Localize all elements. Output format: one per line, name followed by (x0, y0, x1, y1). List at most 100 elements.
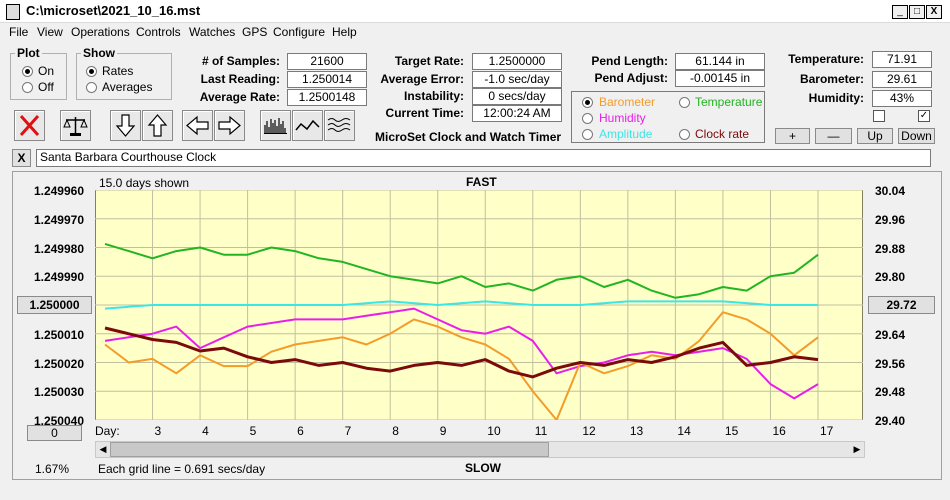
pend-length-label: Pend Length: (591, 54, 668, 68)
fast-label: FAST (466, 175, 497, 189)
right-arrow-button[interactable] (214, 110, 245, 141)
menu-gps[interactable]: GPS (242, 25, 268, 39)
app-caption: MicroSet Clock and Watch Timer (375, 130, 562, 144)
day-tick-label: 6 (297, 424, 304, 438)
app-icon[interactable] (6, 4, 20, 20)
series-line-temperature (104, 242, 819, 299)
up-button[interactable]: Up (857, 128, 893, 144)
right-tick-label: 29.80 (875, 270, 906, 285)
pend-adjust-field: -0.00145 in (675, 70, 765, 87)
scroll-right-icon[interactable]: ▶ (853, 444, 861, 454)
day-tick-label: 3 (154, 424, 162, 438)
day-tick-label: 9 (439, 424, 447, 438)
percent-label: 1.67% (35, 462, 70, 476)
barometer-label: Barometer: (799, 72, 864, 86)
histogram-button[interactable] (260, 110, 291, 141)
menu-watches[interactable]: Watches (189, 25, 236, 39)
temperature-radio[interactable] (679, 97, 690, 108)
day-label: Day: (95, 424, 120, 438)
up-arrow-button[interactable] (142, 110, 173, 141)
plot-off-radio[interactable] (22, 82, 33, 93)
right-value-button[interactable]: 29.72 (868, 296, 935, 314)
left-tick-label: 1.250040 (33, 414, 84, 428)
samples-label: # of Samples: (201, 54, 280, 68)
grid-note-label: Each grid line = 0.691 secs/day (98, 462, 266, 476)
down-arrow-button[interactable] (110, 110, 141, 141)
plot-on-radio[interactable] (22, 66, 33, 77)
right-tick-label: 29.88 (875, 241, 906, 256)
amplitude-option-label: Amplitude (599, 127, 653, 141)
wave-button[interactable] (292, 110, 323, 141)
show-averages-label: Averages (102, 80, 153, 94)
barometer-radio[interactable] (582, 97, 593, 108)
left-checkbox[interactable] (873, 110, 885, 122)
temperature-option-label: Temperature (695, 95, 763, 109)
show-rates-radio[interactable] (86, 66, 97, 77)
humidity-option-label: Humidity (599, 111, 646, 125)
minimize-button[interactable]: _ (892, 5, 908, 19)
menu-view[interactable]: View (37, 25, 63, 39)
pend-length-field: 61.144 in (675, 53, 765, 70)
menu-file[interactable]: File (9, 25, 29, 39)
down-button[interactable]: Down (898, 128, 935, 144)
plot-off-label: Off (38, 80, 54, 94)
right-checkbox[interactable]: ✓ (918, 110, 930, 122)
show-averages-radio[interactable] (86, 82, 97, 93)
histogram-icon (264, 118, 287, 134)
maximize-button[interactable]: □ (909, 5, 925, 19)
day-tick-label: 14 (677, 424, 691, 438)
close-button[interactable]: X (926, 5, 942, 19)
menu-operations[interactable]: Operations (71, 25, 130, 39)
menu-controls[interactable]: Controls (136, 25, 181, 39)
zero-button[interactable]: 0 (27, 425, 82, 441)
right-tick-label: 29.48 (875, 385, 906, 400)
scroll-left-icon[interactable]: ◀ (99, 444, 107, 454)
arrow-right-icon (218, 115, 241, 136)
left-tick-label: 1.249970 (33, 212, 84, 227)
left-tick-label: 1.249980 (33, 241, 84, 256)
clockrate-radio[interactable] (679, 129, 690, 140)
day-tick-label: 5 (249, 424, 257, 438)
plot-group-title: Plot (17, 46, 40, 60)
menu-help[interactable]: Help (332, 25, 357, 39)
right-tick-label: 29.40 (875, 414, 906, 428)
amplitude-radio[interactable] (582, 129, 593, 140)
left-tick-label: 1.250010 (33, 327, 84, 342)
instability-label: Instability: (403, 89, 464, 103)
humidity-radio[interactable] (582, 113, 593, 124)
humidity-field: 43% (872, 90, 932, 107)
balance-button[interactable] (60, 110, 91, 141)
clear-button[interactable] (14, 110, 45, 141)
plus-button[interactable]: + (775, 128, 810, 144)
current-time-label: Current Time: (385, 106, 464, 120)
day-tick-label: 11 (534, 424, 548, 438)
average-error-field: -1.0 sec/day (472, 71, 562, 88)
temperature-label: Temperature: (788, 52, 864, 66)
left-tick-label: 1.249990 (33, 270, 84, 285)
left-tick-label: 1.250020 (33, 356, 84, 371)
horizontal-scrollbar[interactable]: ◀ ▶ (95, 441, 865, 458)
left-tick-label: 1.249960 (33, 184, 84, 198)
series-line-rate (104, 326, 819, 379)
left-tick-label: 1.250030 (33, 385, 84, 400)
clock-name-input[interactable]: Santa Barbara Courthouse Clock (36, 149, 931, 167)
minus-button[interactable]: — (815, 128, 852, 144)
series-line-amplitude (104, 300, 818, 310)
clock-name-close-button[interactable]: X (12, 149, 31, 167)
slow-label: SLOW (465, 461, 501, 475)
wave-icon (295, 119, 320, 131)
multi-wave-button[interactable] (324, 110, 355, 141)
scrollbar-thumb[interactable] (110, 442, 549, 457)
menu-configure[interactable]: Configure (273, 25, 326, 39)
average-rate-field: 1.2500148 (287, 89, 367, 106)
show-group: Show (76, 46, 172, 100)
day-tick-label: 13 (629, 424, 644, 438)
left-arrow-button[interactable] (182, 110, 213, 141)
target-rate-label: Target Rate: (394, 54, 464, 68)
left-value-button[interactable]: 1.250000 (17, 296, 92, 314)
last-reading-field: 1.250014 (287, 71, 367, 88)
show-group-title: Show (83, 46, 115, 60)
menu-bar: File View Operations Controls Watches GP… (0, 23, 950, 41)
series-line-barometer (104, 311, 819, 420)
plot-on-label: On (38, 64, 55, 78)
